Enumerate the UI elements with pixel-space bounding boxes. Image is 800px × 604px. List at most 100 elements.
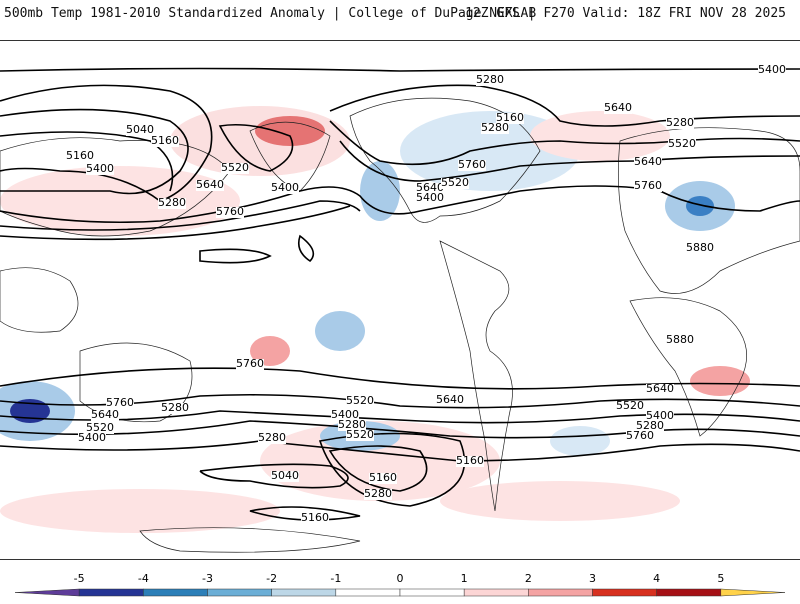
contour-label-bg <box>416 183 444 194</box>
colorbar-tick-label: 3 <box>589 572 596 585</box>
contour-label-bg <box>346 396 374 407</box>
contour-label: 5760 <box>216 205 244 218</box>
contour-labels: 5400528051605280504051605160540052805520… <box>66 63 786 524</box>
coastlines <box>0 97 800 553</box>
contour-label: 5760 <box>634 179 662 192</box>
contour-label: 5640 <box>604 101 632 114</box>
contour-label: 5160 <box>151 134 179 147</box>
contour-label: 5880 <box>666 333 694 346</box>
contour-label: 5160 <box>369 471 397 484</box>
colorbar-segment <box>656 588 722 597</box>
contour-label-bg <box>476 75 504 86</box>
colorbar-segment <box>528 588 593 597</box>
colorbar-tick-label: 2 <box>525 572 532 585</box>
contour-label-bg <box>636 421 664 432</box>
contour-label: 5520 <box>616 399 644 412</box>
contour-label: 5640 <box>196 178 224 191</box>
colorbar-segment <box>143 588 208 597</box>
contour-label-bg <box>481 123 509 134</box>
colorbar-segment <box>14 588 80 597</box>
contour-label-bg <box>456 456 484 467</box>
contour-label-bg <box>441 178 469 189</box>
contour-label: 5160 <box>66 149 94 162</box>
colorbar-segment <box>78 588 144 597</box>
contour-label-bg <box>158 198 186 209</box>
contour-label: 5160 <box>496 111 524 124</box>
contour-label-bg <box>626 431 654 442</box>
colorbar-segment <box>720 588 786 597</box>
contour-label-bg <box>271 471 299 482</box>
contour-label-bg <box>646 411 674 422</box>
colorbar-tick-label: 1 <box>461 572 468 585</box>
contour-label-bg <box>686 243 714 254</box>
contour-label: 5160 <box>301 511 329 524</box>
contour-label-bg <box>416 193 444 204</box>
colorbar-segment <box>207 588 272 597</box>
contour-label: 5880 <box>686 241 714 254</box>
contour-label-bg <box>161 403 189 414</box>
contour-label: 5520 <box>86 421 114 434</box>
contour-label-bg <box>106 398 134 409</box>
contour-label-bg <box>78 433 106 444</box>
contour-label-bg <box>364 489 392 500</box>
contour-label-bg <box>258 433 286 444</box>
contour-label: 5280 <box>636 419 664 432</box>
contour-label: 5760 <box>106 396 134 409</box>
colorbar-segment <box>335 588 401 597</box>
contour-label: 5760 <box>236 357 264 370</box>
contour-label: 5400 <box>271 181 299 194</box>
contour-label-bg <box>91 410 119 421</box>
contour-label: 5280 <box>481 121 509 134</box>
contour-label: 5280 <box>161 401 189 414</box>
contour-label-bg <box>458 160 486 171</box>
contour-label: 5280 <box>364 487 392 500</box>
color-scale: -5 -4 -3 -2 -1 0 1 2 3 4 5 <box>0 560 800 600</box>
contour-label: 5520 <box>441 176 469 189</box>
contour-label: 5640 <box>416 181 444 194</box>
contour-label: 5280 <box>666 116 694 129</box>
contour-label-bg <box>369 473 397 484</box>
contour-label-bg <box>151 136 179 147</box>
contour-label: 5040 <box>126 123 154 136</box>
contour-label: 5280 <box>338 418 366 431</box>
contour-label-bg <box>346 430 374 441</box>
contour-label: 5640 <box>634 155 662 168</box>
contour-label: 5760 <box>626 429 654 442</box>
model-run-info: 12Z GFS | F270 Valid: 18Z FRI NOV 28 202… <box>465 6 786 21</box>
contour-label: 5400 <box>331 408 359 421</box>
contour-label: 5400 <box>78 431 106 444</box>
contour-label: 5400 <box>86 162 114 175</box>
contour-label-bg <box>221 163 249 174</box>
contour-label: 5400 <box>758 63 786 76</box>
contour-label-bg <box>66 151 94 162</box>
contour-label: 5520 <box>346 394 374 407</box>
contour-label-bg <box>634 157 662 168</box>
contour-label-bg <box>666 118 694 129</box>
contour-label-bg <box>604 103 632 114</box>
contour-label-bg <box>196 180 224 191</box>
contour-label: 5280 <box>258 431 286 444</box>
colorbar-tick-label: -4 <box>138 572 149 585</box>
colorbar-segment <box>271 588 337 597</box>
contour-label: 5640 <box>91 408 119 421</box>
contour-label: 5040 <box>271 469 299 482</box>
contour-label-bg <box>126 125 154 136</box>
colorbar-tick-label: -1 <box>330 572 341 585</box>
colorbar-tick-label: -3 <box>202 572 213 585</box>
contour-label-bg <box>86 164 114 175</box>
contour-label: 5640 <box>646 382 674 395</box>
contour-label: 5520 <box>668 137 696 150</box>
colorbar-tick-label: 0 <box>397 572 404 585</box>
colorbar-tick-label: 4 <box>653 572 660 585</box>
colorbar-tick-label: 5 <box>717 572 724 585</box>
contour-label-bg <box>301 513 329 524</box>
anomaly-map[interactable]: 5400 5280 5160 5280 5040 5160 5160 5400 5280 5520… <box>0 40 800 560</box>
colorbar-segment <box>463 588 529 597</box>
contour-label: 5760 <box>458 158 486 171</box>
contour-label: 5400 <box>416 191 444 204</box>
contour-label-bg <box>86 423 114 434</box>
contour-label-bg <box>436 395 464 406</box>
contour-label: 5400 <box>646 409 674 422</box>
map-title: 500mb Temp 1981-2010 Standardized Anomal… <box>4 6 537 21</box>
contour-label: 5520 <box>346 428 374 441</box>
